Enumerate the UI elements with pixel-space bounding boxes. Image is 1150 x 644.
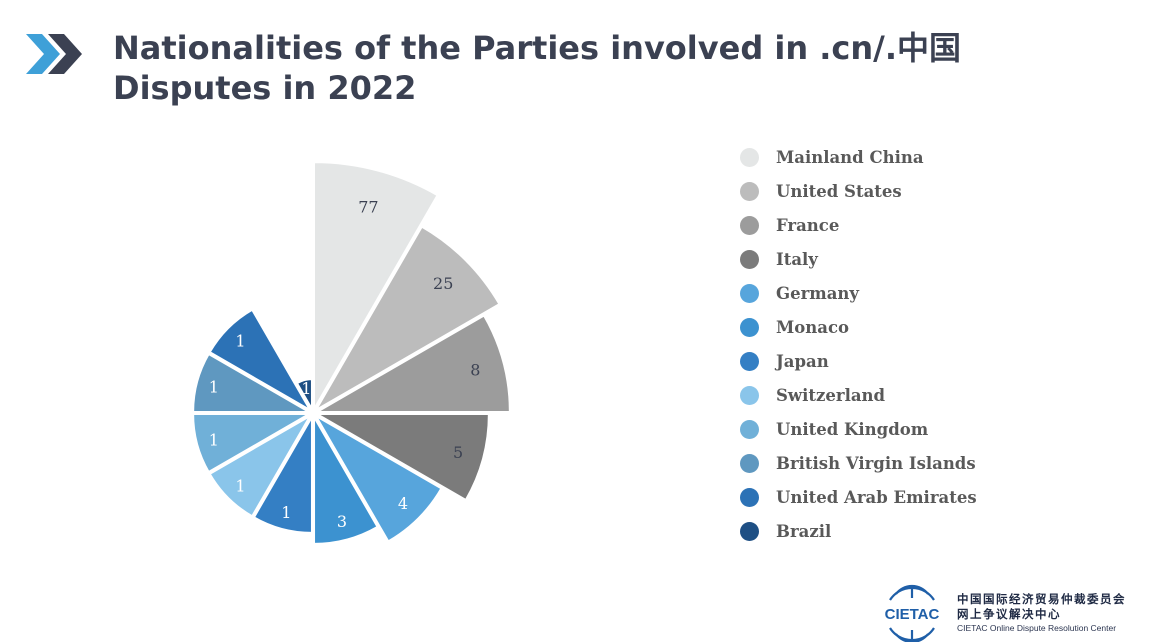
- chevron-light-icon: [26, 34, 60, 74]
- legend-swatch-icon: [740, 385, 759, 405]
- data-label-japan: 1: [281, 503, 291, 522]
- organization-name: 中国国际经济贸易仲裁委员会 网上争议解决中心 CIETAC Online Dis…: [957, 592, 1126, 635]
- legend-item-france: France: [740, 208, 977, 242]
- data-label-british-virgin-islands: 1: [209, 377, 219, 396]
- slice-japan: [252, 413, 313, 534]
- org-name-line1: 中国国际经济贸易仲裁委员会: [957, 592, 1126, 606]
- legend-item-japan: Japan: [740, 344, 977, 378]
- legend-swatch-icon: [740, 215, 759, 235]
- legend-label: United Arab Emirates: [776, 487, 977, 507]
- cietac-logo-text: CIETAC: [885, 606, 940, 623]
- legend-label: Monaco: [776, 317, 850, 337]
- legend-item-united-arab-emirates: United Arab Emirates: [740, 480, 977, 514]
- slice-british-virgin-islands: [192, 352, 313, 413]
- data-label-france: 8: [470, 361, 480, 380]
- slice-mainland-china: [313, 161, 439, 413]
- slice-brazil: [295, 378, 313, 413]
- chevron-arrows-icon: [26, 34, 82, 74]
- legend-item-italy: Italy: [740, 242, 977, 276]
- legend-item-monaco: Monaco: [740, 310, 977, 344]
- legend-swatch-icon: [740, 249, 759, 269]
- legend-item-united-states: United States: [740, 174, 977, 208]
- cietac-logo: CIETAC: [885, 584, 940, 642]
- slice-united-arab-emirates: [208, 308, 313, 413]
- legend-item-brazil: Brazil: [740, 514, 977, 548]
- legend-swatch-icon: [740, 181, 759, 201]
- legend-item-united-kingdom: United Kingdom: [740, 412, 977, 446]
- legend-label: Brazil: [776, 521, 832, 541]
- legend-swatch-icon: [740, 419, 759, 439]
- page-title-line2: Disputes in 2022: [113, 69, 417, 107]
- page-title: Nationalities of the Parties involved in…: [113, 28, 1013, 108]
- legend-swatch-icon: [740, 317, 759, 337]
- data-label-united-states: 25: [433, 274, 453, 293]
- legend-swatch-icon: [740, 283, 759, 303]
- legend-swatch-icon: [740, 147, 759, 167]
- page-title-line1: Nationalities of the Parties involved in…: [113, 29, 962, 67]
- legend-item-switzerland: Switzerland: [740, 378, 977, 412]
- slice-france: [313, 314, 511, 413]
- org-name-english: CIETAC Online Dispute Resolution Center: [957, 623, 1117, 633]
- legend-item-british-virgin-islands: British Virgin Islands: [740, 446, 977, 480]
- slice-united-states: [313, 225, 501, 413]
- legend-swatch-icon: [740, 351, 759, 371]
- chart-legend: Mainland China United States France Italy Ge…: [740, 140, 977, 548]
- slice-germany: [313, 413, 443, 543]
- legend-swatch-icon: [740, 521, 759, 541]
- data-label-brazil: 1: [301, 379, 311, 398]
- legend-label: Japan: [776, 351, 829, 371]
- legend-label: Italy: [776, 249, 818, 269]
- slice-monaco: [313, 413, 379, 545]
- data-label-switzerland: 1: [235, 477, 245, 496]
- slice-italy: [313, 413, 490, 502]
- data-label-united-kingdom: 1: [209, 431, 219, 450]
- slice-switzerland: [208, 413, 313, 518]
- legend-swatch-icon: [740, 487, 759, 507]
- legend-item-germany: Germany: [740, 276, 977, 310]
- legend-label: United Kingdom: [776, 419, 929, 439]
- data-label-germany: 4: [398, 494, 408, 513]
- data-label-mainland-china: 77: [358, 197, 378, 216]
- legend-swatch-icon: [740, 453, 759, 473]
- legend-label: Mainland China: [776, 147, 924, 167]
- chevron-dark-icon: [48, 34, 82, 74]
- data-label-italy: 5: [453, 443, 463, 462]
- data-label-monaco: 3: [337, 512, 347, 531]
- legend-label: Switzerland: [776, 385, 886, 405]
- data-label-united-arab-emirates: 1: [235, 332, 245, 351]
- legend-item-mainland-china: Mainland China: [740, 140, 977, 174]
- legend-label: Germany: [776, 283, 860, 303]
- slice-united-kingdom: [192, 413, 313, 474]
- org-name-line2: 网上争议解决中心: [957, 607, 1061, 621]
- legend-label: United States: [776, 181, 902, 201]
- legend-label: British Virgin Islands: [776, 453, 976, 473]
- legend-label: France: [776, 215, 840, 235]
